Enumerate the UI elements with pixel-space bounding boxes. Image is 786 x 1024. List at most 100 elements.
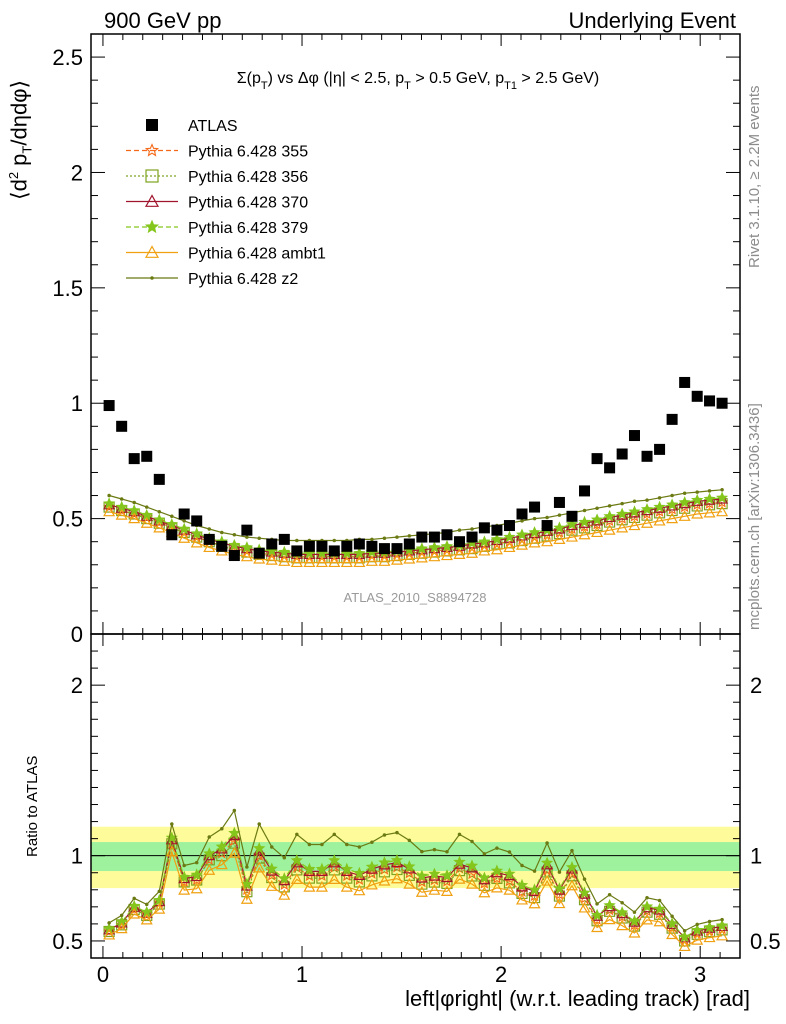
data-point-atlas: [166, 529, 178, 541]
ratio-point-pythia-6-428-379: [265, 862, 278, 874]
ratio-point-pythia-6-428-z2: [295, 832, 299, 837]
ratio-point-pythia-6-428-356: [516, 887, 528, 899]
point-pythia-6-428-z2: [170, 514, 174, 519]
ratio-point-pythia-6-428-ambt1: [290, 873, 303, 884]
ratio-point-pythia-6-428-z2: [620, 900, 624, 905]
data-point-atlas: [654, 443, 666, 455]
ratio-point-pythia-6-428-z2: [720, 917, 724, 922]
point-pythia-6-428-ambt1: [178, 531, 191, 543]
ratio-point-pythia-6-428-379: [628, 914, 641, 927]
ratio-point-pythia-6-428-z2: [682, 929, 687, 933]
ratio-point-pythia-6-428-356: [403, 869, 415, 881]
point-pythia-6-428-z2: [257, 536, 261, 540]
ratio-point-pythia-6-428-z2: [382, 833, 387, 837]
point-pythia-6-428-379: [578, 515, 591, 528]
ratio-point-pythia-6-428-ambt1: [641, 913, 654, 925]
ratio-point-pythia-6-428-379: [253, 841, 266, 854]
point-pythia-6-428-379: [715, 491, 729, 504]
data-point-atlas: [116, 420, 128, 432]
point-pythia-6-428-ambt1: [653, 514, 666, 526]
ratio-point-pythia-6-428-ambt1: [666, 928, 679, 940]
ratio-point-pythia-6-428-ambt1: [565, 879, 578, 891]
ratio-point-pythia-6-428-379: [465, 859, 479, 872]
ratio-point-pythia-6-428-379: [715, 919, 729, 931]
ratio-point-pythia-6-428-379: [553, 882, 566, 894]
point-pythia-6-428-ambt1: [591, 526, 604, 538]
point-pythia-6-428-379: [490, 532, 504, 545]
point-pythia-6-428-z2: [670, 493, 674, 498]
data-point-atlas: [366, 540, 378, 552]
ratio-point-pythia-6-428-ambt1: [578, 901, 591, 913]
data-point-atlas: [178, 508, 190, 520]
ratio-point-pythia-6-428-ambt1: [515, 893, 529, 905]
ratio-point-pythia-6-428-z2: [507, 850, 512, 854]
point-pythia-6-428-z2: [207, 527, 212, 531]
ratio-point-pythia-6-428-z2: [270, 845, 274, 849]
ratio-point-pythia-6-428-ambt1: [390, 872, 404, 884]
data-point-atlas: [128, 453, 140, 465]
point-pythia-6-428-379: [440, 539, 454, 552]
point-pythia-6-428-ambt1: [128, 512, 141, 524]
legend-label-pythia-6-428-z2: Pythia 6.428 z2: [188, 271, 298, 288]
point-pythia-6-428-ambt1: [203, 541, 216, 553]
ratio-point-pythia-6-428-ambt1: [315, 880, 328, 892]
point-pythia-6-428-z2: [144, 505, 149, 509]
ratio-point-pythia-6-428-ambt1: [115, 922, 128, 934]
data-point-atlas: [428, 531, 440, 543]
point-pythia-6-428-z2: [595, 506, 599, 510]
ratio-point-pythia-6-428-379: [453, 855, 466, 868]
ratio-point-pythia-6-428-ambt1: [265, 880, 278, 891]
x-tick-label: 0: [97, 962, 109, 987]
point-pythia-6-428-ambt1: [703, 506, 716, 518]
point-pythia-6-428-ambt1: [678, 510, 691, 521]
point-pythia-6-428-z2: [632, 499, 637, 504]
point-pythia-6-428-355: [140, 511, 153, 523]
point-pythia-6-428-379: [240, 541, 253, 553]
ratio-point-pythia-6-428-379: [240, 877, 253, 890]
ratio-point-pythia-6-428-z2: [632, 910, 637, 914]
ratio-point-pythia-6-428-379: [278, 872, 291, 884]
data-point-atlas: [391, 543, 403, 555]
point-pythia-6-428-z2: [582, 508, 587, 513]
ratio-point-pythia-6-428-379: [315, 862, 329, 875]
point-pythia-6-428-ambt1: [403, 552, 416, 564]
ratio-point-pythia-6-428-379: [428, 867, 441, 880]
plot-title: Σ(pT) vs Δφ (|η| < 2.5, pT > 0.5 GeV, pT…: [237, 70, 600, 92]
ratio-point-pythia-6-428-356: [353, 876, 365, 888]
ratio-point-pythia-6-428-ambt1: [466, 877, 479, 889]
point-pythia-6-428-379: [616, 507, 629, 520]
ratio-point-pythia-6-428-z2: [545, 841, 549, 845]
point-pythia-6-428-379: [278, 545, 291, 558]
ratio-point-pythia-6-428-z2: [170, 822, 174, 826]
data-point-atlas: [103, 400, 115, 412]
point-pythia-6-428-379: [528, 526, 541, 538]
point-pythia-6-428-z2: [332, 538, 337, 543]
ratio-point-pythia-6-428-379: [490, 864, 504, 877]
legend-marker-pythia-6-428-370: [144, 194, 160, 207]
y-tick-label: 2.5: [52, 45, 83, 70]
ratio-point-pythia-6-428-z2: [407, 838, 412, 843]
ratio-line-pythia-6-428-z2: [108, 809, 723, 932]
ratio-point-pythia-6-428-z2: [595, 902, 599, 906]
ratio-point-pythia-6-428-356: [428, 876, 441, 888]
data-point-atlas: [241, 524, 253, 536]
ratio-point-pythia-6-428-z2: [470, 839, 474, 844]
legend-marker-pythia-6-428-z2: [150, 276, 154, 280]
data-point-atlas: [416, 531, 428, 543]
data-point-atlas: [266, 538, 278, 550]
ratio-point-pythia-6-428-ambt1: [128, 907, 141, 919]
legend-marker-pythia-6-428-379: [144, 219, 160, 234]
ratio-y-tick-label-left: 2: [71, 673, 83, 698]
x-tick-label: 2: [495, 962, 507, 987]
ratio-point-pythia-6-428-ambt1: [103, 928, 116, 940]
point-pythia-6-428-ambt1: [603, 523, 616, 535]
point-pythia-6-428-ambt1: [365, 555, 378, 566]
ratio-point-pythia-6-428-379: [340, 862, 353, 875]
ratio-point-pythia-6-428-379: [640, 900, 654, 912]
ratio-point-pythia-6-428-z2: [282, 856, 287, 860]
ratio-point-pythia-6-428-379: [215, 840, 229, 852]
point-pythia-6-428-379: [666, 498, 679, 510]
ratio-point-pythia-6-428-379: [528, 883, 541, 895]
ratio-frame: [90, 633, 741, 959]
